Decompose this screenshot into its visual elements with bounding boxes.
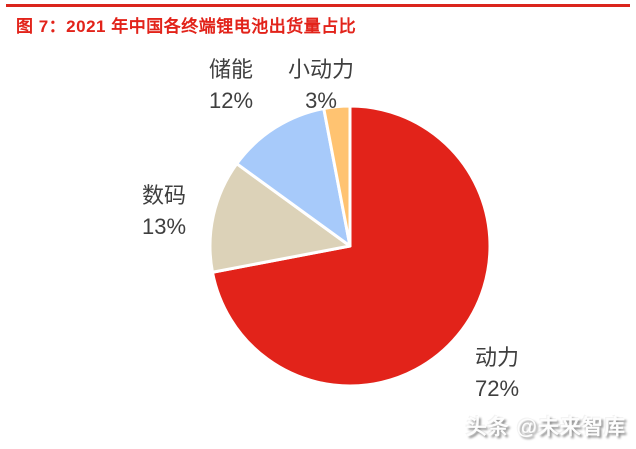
- watermark: 头条 @未来智库: [465, 416, 626, 439]
- pie-label-percent: 72%: [474, 376, 520, 401]
- pie-label-name: 小动力: [287, 57, 355, 82]
- pie-slice-energy-storage: [235, 106, 352, 248]
- pie-slice-small-power: [322, 104, 352, 248]
- pie-label-energy-storage: 储能 12%: [209, 54, 253, 116]
- pie-label-name: 数码: [141, 183, 187, 208]
- pie-label-percent: 3%: [305, 88, 337, 113]
- top-rule: [6, 4, 630, 7]
- pie-slice-digital: [208, 162, 352, 274]
- pie-label-percent: 12%: [208, 88, 254, 113]
- pie-label-name: 动力: [474, 345, 520, 370]
- pie-label-small-power: 小动力 3%: [288, 54, 354, 116]
- pie-label-digital: 数码 13%: [142, 180, 186, 242]
- pie-label-power: 动力 72%: [475, 342, 519, 404]
- figure-title: 图 7：2021 年中国各终端锂电池出货量占比: [16, 17, 357, 36]
- pie-label-name: 储能: [208, 57, 254, 82]
- pie-label-percent: 13%: [141, 214, 187, 239]
